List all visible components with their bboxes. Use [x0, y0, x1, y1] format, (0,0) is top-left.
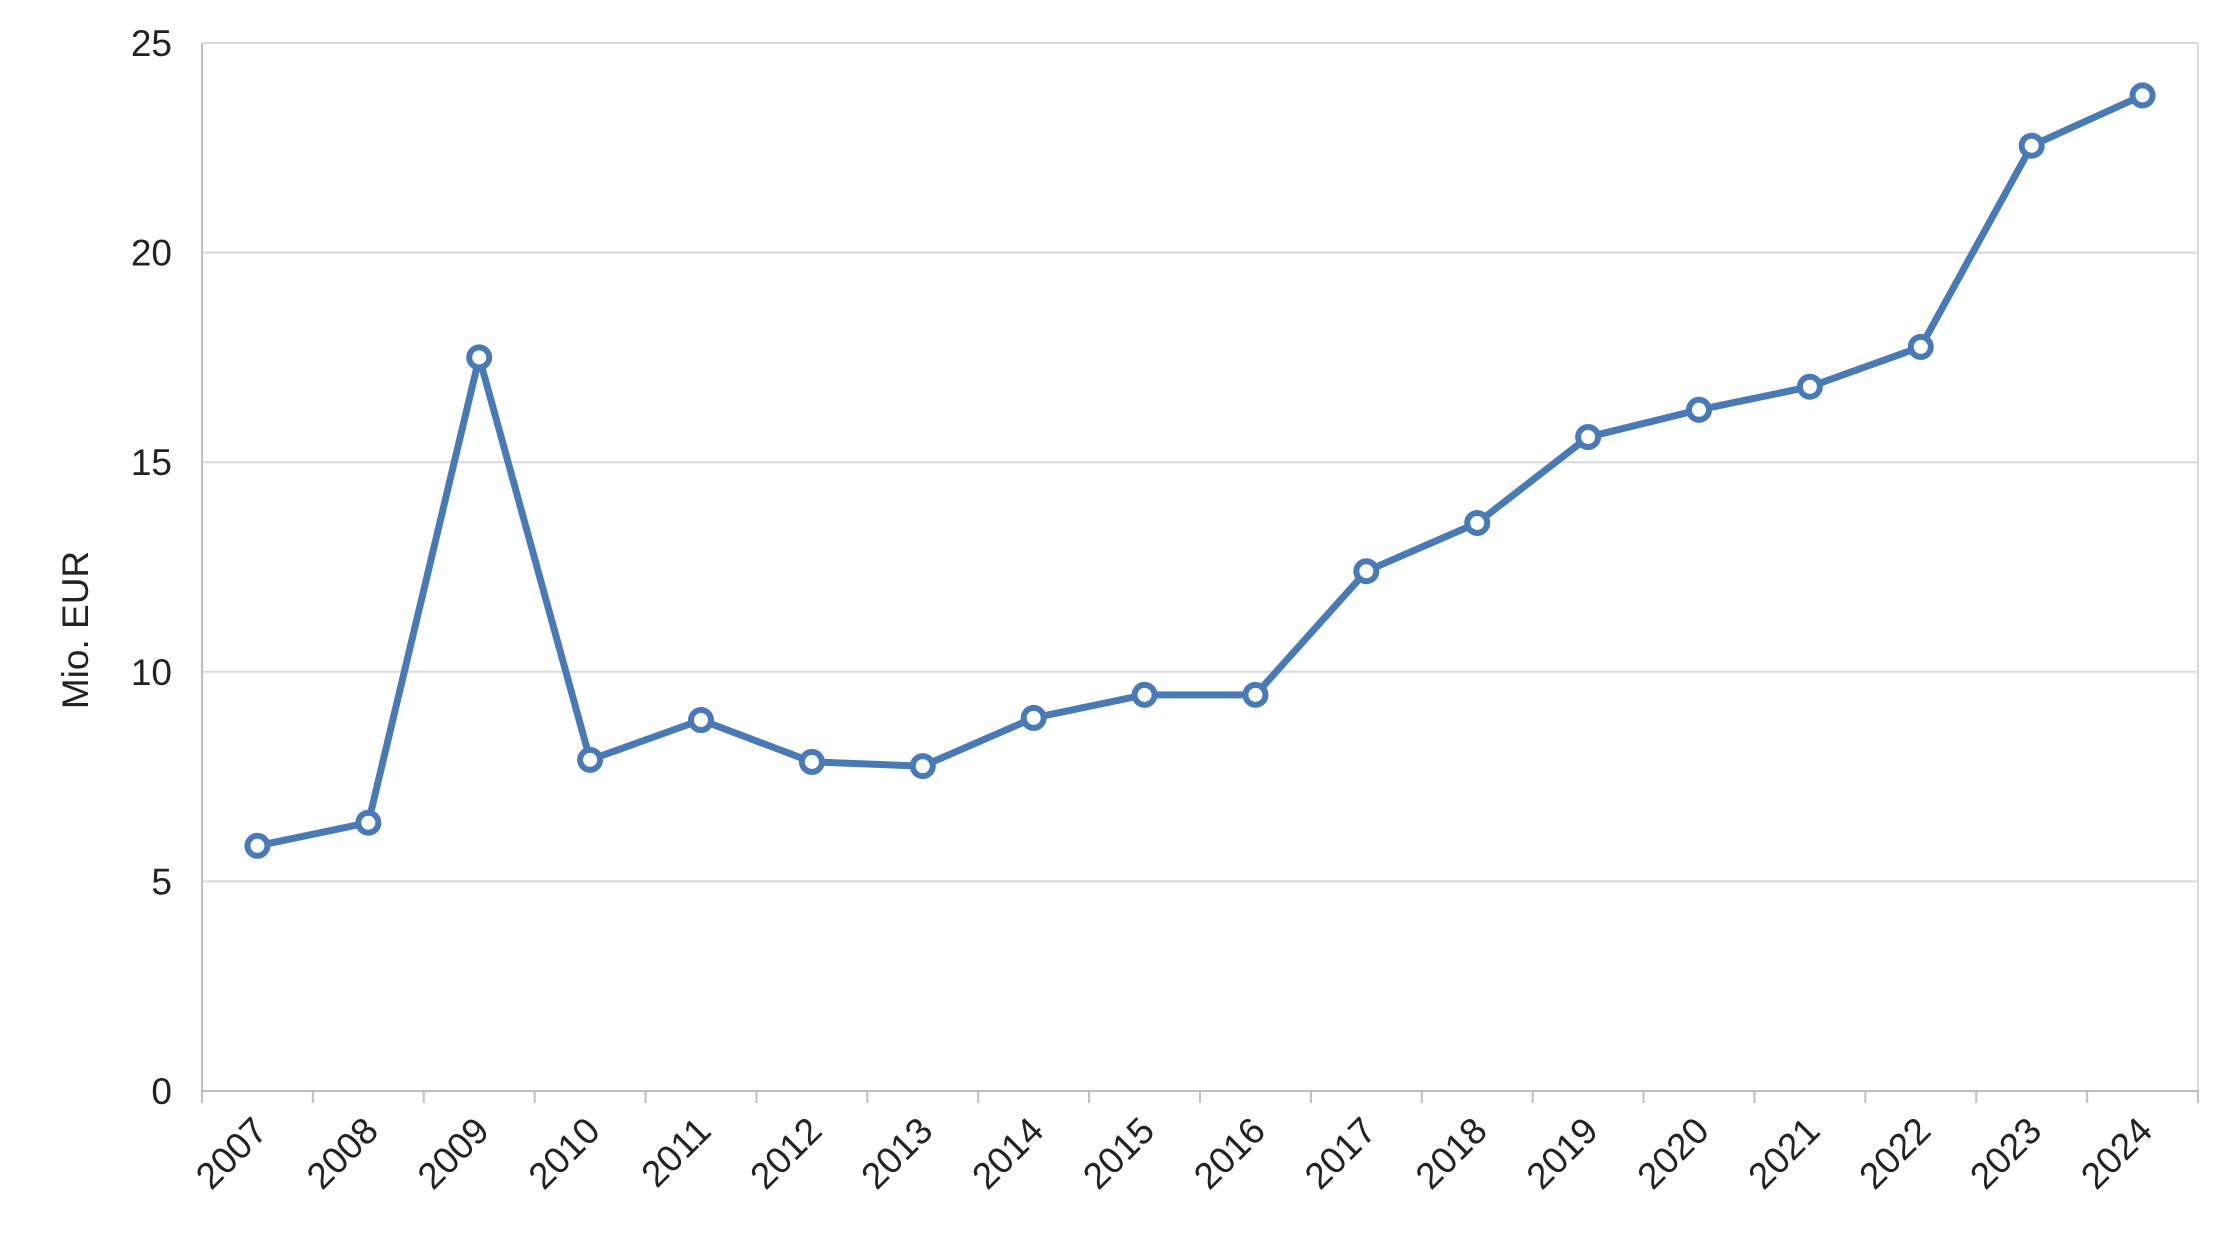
- x-tick-label: 2009: [410, 1110, 497, 1197]
- y-tick-label: 20: [131, 233, 172, 274]
- x-tick-label: 2012: [742, 1110, 829, 1197]
- x-tick-label: 2007: [188, 1110, 275, 1197]
- data-point: [1907, 333, 1934, 360]
- x-tick-label: 2011: [633, 1110, 718, 1195]
- data-point: [244, 832, 271, 859]
- y-tick-label: 5: [151, 861, 172, 902]
- x-tick-label: 2016: [1186, 1110, 1273, 1197]
- data-point: [2129, 82, 2156, 109]
- x-tick-label: 2014: [964, 1110, 1051, 1197]
- data-point: [2018, 132, 2045, 159]
- x-tick-label: 2020: [1629, 1110, 1716, 1197]
- x-tick-label: 2013: [853, 1110, 940, 1197]
- series-line: [253, 91, 2147, 850]
- y-tick-label: 10: [131, 652, 172, 693]
- data-point: [1242, 681, 1269, 708]
- data-point: [1575, 424, 1602, 451]
- data-point: [1464, 509, 1491, 536]
- x-tick-label: 2021: [1740, 1110, 1827, 1197]
- data-point: [466, 344, 493, 371]
- gridlines: [202, 42, 2198, 883]
- y-tick-label: 25: [131, 23, 172, 64]
- data-point: [1796, 373, 1823, 400]
- x-tick-label: 2010: [521, 1110, 608, 1197]
- data-point: [1020, 704, 1047, 731]
- x-tick-label: 2019: [1519, 1110, 1606, 1197]
- data-point: [798, 748, 825, 775]
- data-point: [1131, 681, 1158, 708]
- data-point: [577, 746, 604, 773]
- data-point: [909, 753, 936, 780]
- x-axis-tick-labels: 2007 2008 2009 2010 2011 2012 2013 2014 2015 2016…: [188, 1110, 2160, 1197]
- x-tick-label: 2008: [299, 1110, 386, 1197]
- x-tick-label: 2018: [1408, 1110, 1495, 1197]
- y-axis-tick-labels: 0 5 10 15 20 25: [131, 23, 172, 1112]
- data-point: [688, 707, 714, 734]
- data-point: [355, 809, 382, 836]
- x-tick-label: 2015: [1075, 1110, 1162, 1197]
- data-series: [244, 82, 2156, 859]
- y-tick-label: 0: [151, 1071, 172, 1112]
- x-tick-label: 2017: [1297, 1110, 1384, 1197]
- data-point: [1353, 558, 1380, 585]
- y-axis-title: Mio. EUR: [55, 551, 96, 709]
- data-point: [1686, 396, 1712, 423]
- x-tick-label: 2024: [2073, 1110, 2160, 1197]
- x-tick-label: 2022: [1851, 1110, 1938, 1197]
- axes: [201, 42, 2199, 1103]
- x-tick-label: 2023: [1962, 1110, 2049, 1197]
- y-tick-label: 15: [131, 442, 172, 483]
